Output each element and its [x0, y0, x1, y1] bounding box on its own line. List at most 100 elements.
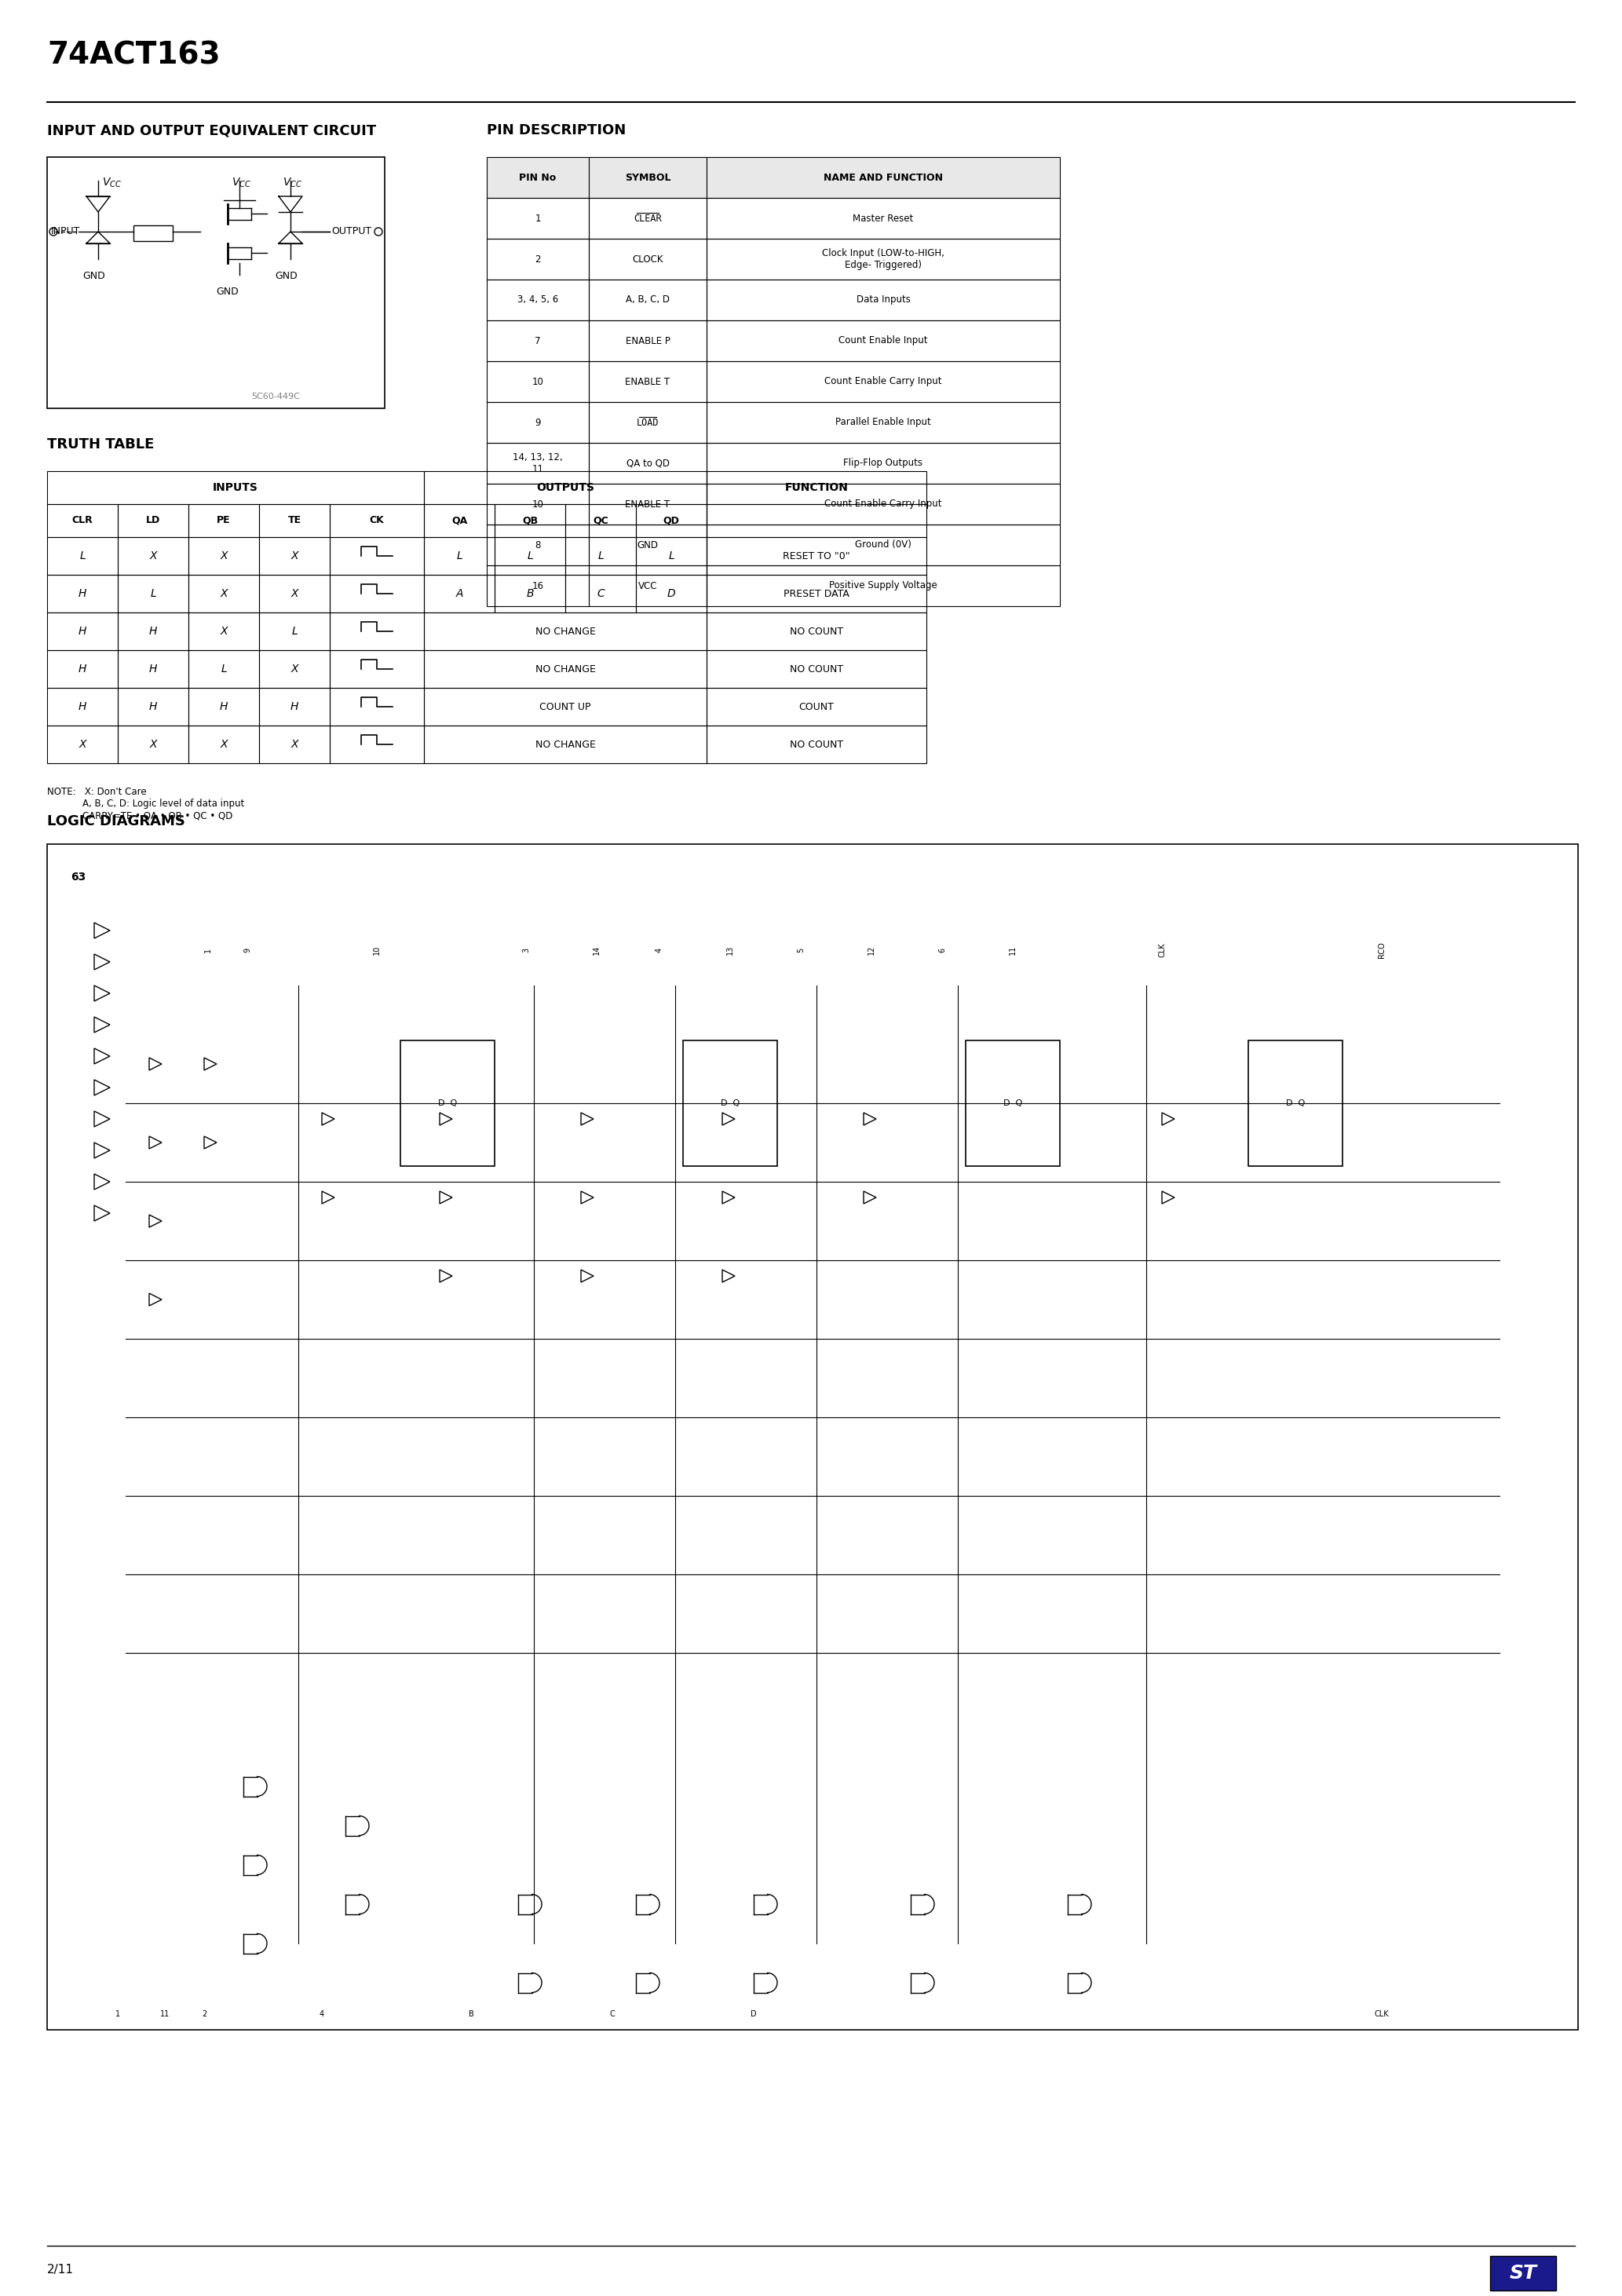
- Text: Count Enable Input: Count Enable Input: [839, 335, 928, 347]
- Text: L: L: [151, 588, 156, 599]
- Text: H: H: [290, 700, 298, 712]
- Bar: [47, 689, 118, 726]
- Text: LD: LD: [146, 517, 161, 526]
- Bar: [487, 239, 589, 280]
- Text: 11: 11: [161, 2011, 170, 2018]
- Text: C: C: [610, 2011, 615, 2018]
- Bar: [707, 726, 926, 762]
- Bar: [260, 613, 329, 650]
- Bar: [707, 484, 1059, 523]
- Text: QA to QD: QA to QD: [626, 459, 670, 468]
- Bar: [589, 484, 707, 523]
- Bar: [329, 537, 423, 574]
- Bar: [188, 689, 260, 726]
- Bar: [133, 225, 172, 241]
- Bar: [118, 537, 188, 574]
- Text: 1: 1: [204, 948, 212, 953]
- Text: 12: 12: [868, 946, 876, 955]
- Text: H: H: [219, 700, 227, 712]
- Bar: [329, 613, 423, 650]
- Text: NO CHANGE: NO CHANGE: [535, 739, 595, 748]
- Text: NO CHANGE: NO CHANGE: [535, 664, 595, 675]
- Bar: [47, 650, 118, 689]
- Bar: [329, 726, 423, 762]
- Text: NOTE:   X: Don't Care
            A, B, C, D: Logic level of data input
        : NOTE: X: Don't Care A, B, C, D: Logic le…: [47, 788, 245, 820]
- Text: L: L: [221, 664, 227, 675]
- Text: X: X: [221, 551, 227, 563]
- Text: L: L: [292, 627, 297, 636]
- FancyBboxPatch shape: [1491, 2257, 1555, 2291]
- Text: 9: 9: [535, 418, 540, 427]
- Text: H: H: [149, 664, 157, 675]
- Text: 2: 2: [201, 2011, 206, 2018]
- Bar: [423, 505, 495, 537]
- Bar: [589, 443, 707, 484]
- Text: GND: GND: [637, 540, 659, 551]
- Bar: [329, 689, 423, 726]
- Text: B: B: [526, 588, 534, 599]
- Text: PE: PE: [217, 517, 230, 526]
- Text: 4: 4: [655, 948, 663, 953]
- Bar: [707, 280, 1059, 321]
- Text: D  Q: D Q: [720, 1100, 740, 1107]
- Text: B: B: [469, 2011, 474, 2018]
- Text: PIN No: PIN No: [519, 172, 556, 184]
- Text: CK: CK: [370, 517, 384, 526]
- Text: X: X: [290, 588, 298, 599]
- Bar: [589, 523, 707, 565]
- Text: H: H: [149, 627, 157, 636]
- Text: 7: 7: [535, 335, 540, 347]
- Text: 9: 9: [243, 948, 251, 953]
- Text: ENABLE T: ENABLE T: [624, 377, 670, 386]
- Bar: [589, 402, 707, 443]
- Text: H: H: [149, 700, 157, 712]
- Bar: [965, 1040, 1059, 1166]
- Text: FUNCTION: FUNCTION: [785, 482, 848, 494]
- Bar: [707, 471, 926, 505]
- Text: NAME AND FUNCTION: NAME AND FUNCTION: [824, 172, 942, 184]
- Bar: [707, 197, 1059, 239]
- Bar: [423, 613, 707, 650]
- Text: 1: 1: [535, 214, 540, 223]
- Bar: [423, 689, 707, 726]
- Bar: [188, 505, 260, 537]
- Text: NO COUNT: NO COUNT: [790, 664, 843, 675]
- Bar: [118, 574, 188, 613]
- Bar: [188, 537, 260, 574]
- Bar: [707, 321, 1059, 360]
- Bar: [487, 565, 589, 606]
- Bar: [401, 1040, 495, 1166]
- Bar: [707, 537, 926, 574]
- Text: X: X: [149, 739, 157, 751]
- Bar: [118, 650, 188, 689]
- Text: 3: 3: [522, 948, 530, 953]
- Text: TE: TE: [287, 517, 302, 526]
- Text: 5C60-449C: 5C60-449C: [251, 393, 300, 400]
- Bar: [188, 726, 260, 762]
- Text: CLOCK: CLOCK: [633, 255, 663, 264]
- Bar: [707, 239, 1059, 280]
- Bar: [707, 613, 926, 650]
- Text: D: D: [751, 2011, 757, 2018]
- Text: X: X: [149, 551, 157, 563]
- Text: INPUT AND OUTPUT EQUIVALENT CIRCUIT: INPUT AND OUTPUT EQUIVALENT CIRCUIT: [47, 124, 376, 138]
- Text: QC: QC: [594, 517, 608, 526]
- Bar: [329, 505, 423, 537]
- Bar: [683, 1040, 777, 1166]
- Text: Ground (0V): Ground (0V): [855, 540, 912, 551]
- Bar: [47, 845, 1578, 2030]
- Text: L: L: [668, 551, 675, 563]
- Bar: [47, 156, 384, 409]
- Text: X: X: [290, 664, 298, 675]
- Text: D  Q: D Q: [1286, 1100, 1306, 1107]
- Bar: [423, 726, 707, 762]
- Text: Clock Input (LOW-to-HIGH,
Edge- Triggered): Clock Input (LOW-to-HIGH, Edge- Triggere…: [822, 248, 944, 271]
- Text: $V_{CC}$: $V_{CC}$: [232, 177, 251, 191]
- Bar: [707, 443, 1059, 484]
- Text: OUTPUT: OUTPUT: [331, 227, 371, 236]
- Text: D: D: [667, 588, 675, 599]
- Text: H: H: [78, 664, 86, 675]
- Text: RESET TO "0": RESET TO "0": [783, 551, 850, 560]
- Bar: [260, 574, 329, 613]
- Bar: [707, 360, 1059, 402]
